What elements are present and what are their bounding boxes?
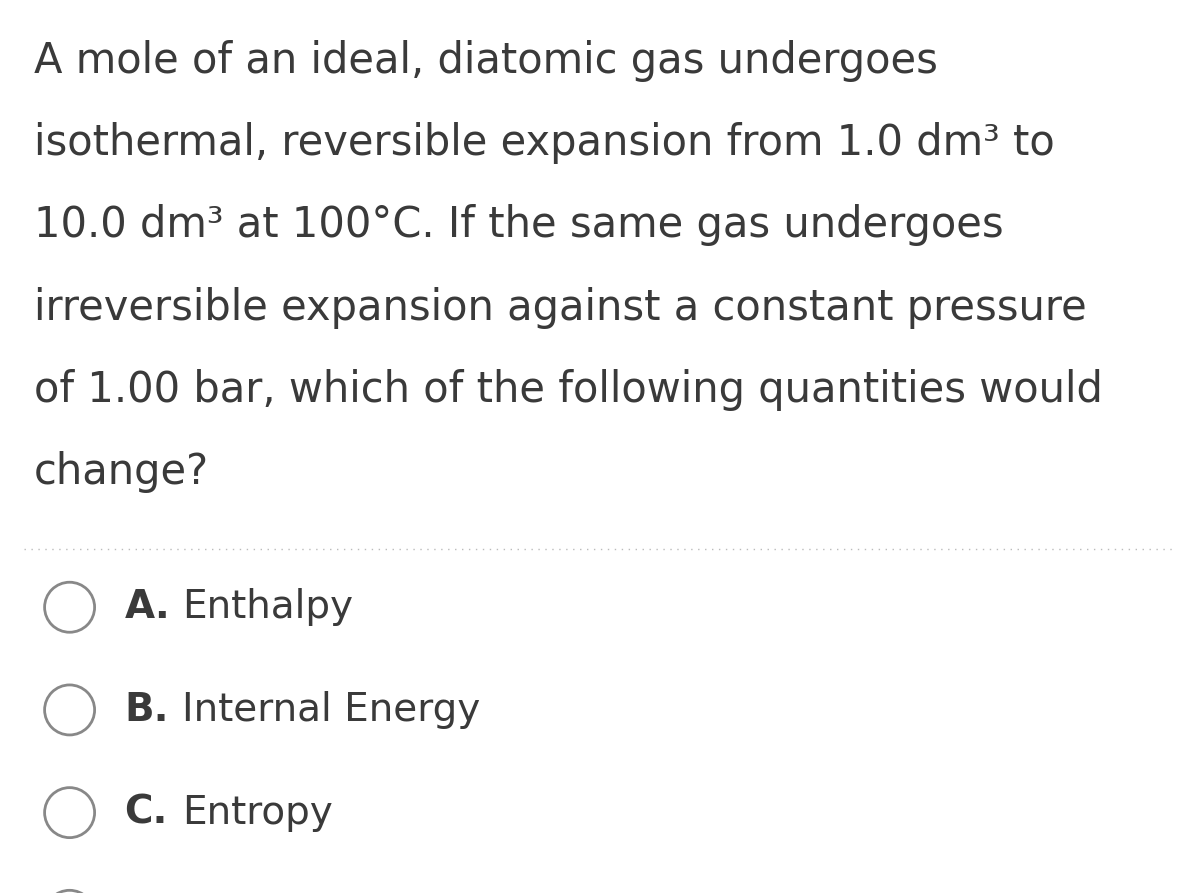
Text: irreversible expansion against a constant pressure: irreversible expansion against a constan… [34,287,1086,329]
Text: of 1.00 bar, which of the following quantities would: of 1.00 bar, which of the following quan… [34,369,1103,411]
Text: A.: A. [125,588,170,626]
Text: Internal Energy: Internal Energy [182,691,480,729]
Text: A mole of an ideal, diatomic gas undergoes: A mole of an ideal, diatomic gas undergo… [34,40,937,82]
Text: C.: C. [125,794,168,831]
Text: B.: B. [125,691,169,729]
Text: Enthalpy: Enthalpy [182,588,353,626]
Text: 10.0 dm³ at 100°C. If the same gas undergoes: 10.0 dm³ at 100°C. If the same gas under… [34,204,1003,246]
Text: Entropy: Entropy [182,794,332,831]
Text: change?: change? [34,451,209,493]
Text: isothermal, reversible expansion from 1.0 dm³ to: isothermal, reversible expansion from 1.… [34,122,1055,164]
